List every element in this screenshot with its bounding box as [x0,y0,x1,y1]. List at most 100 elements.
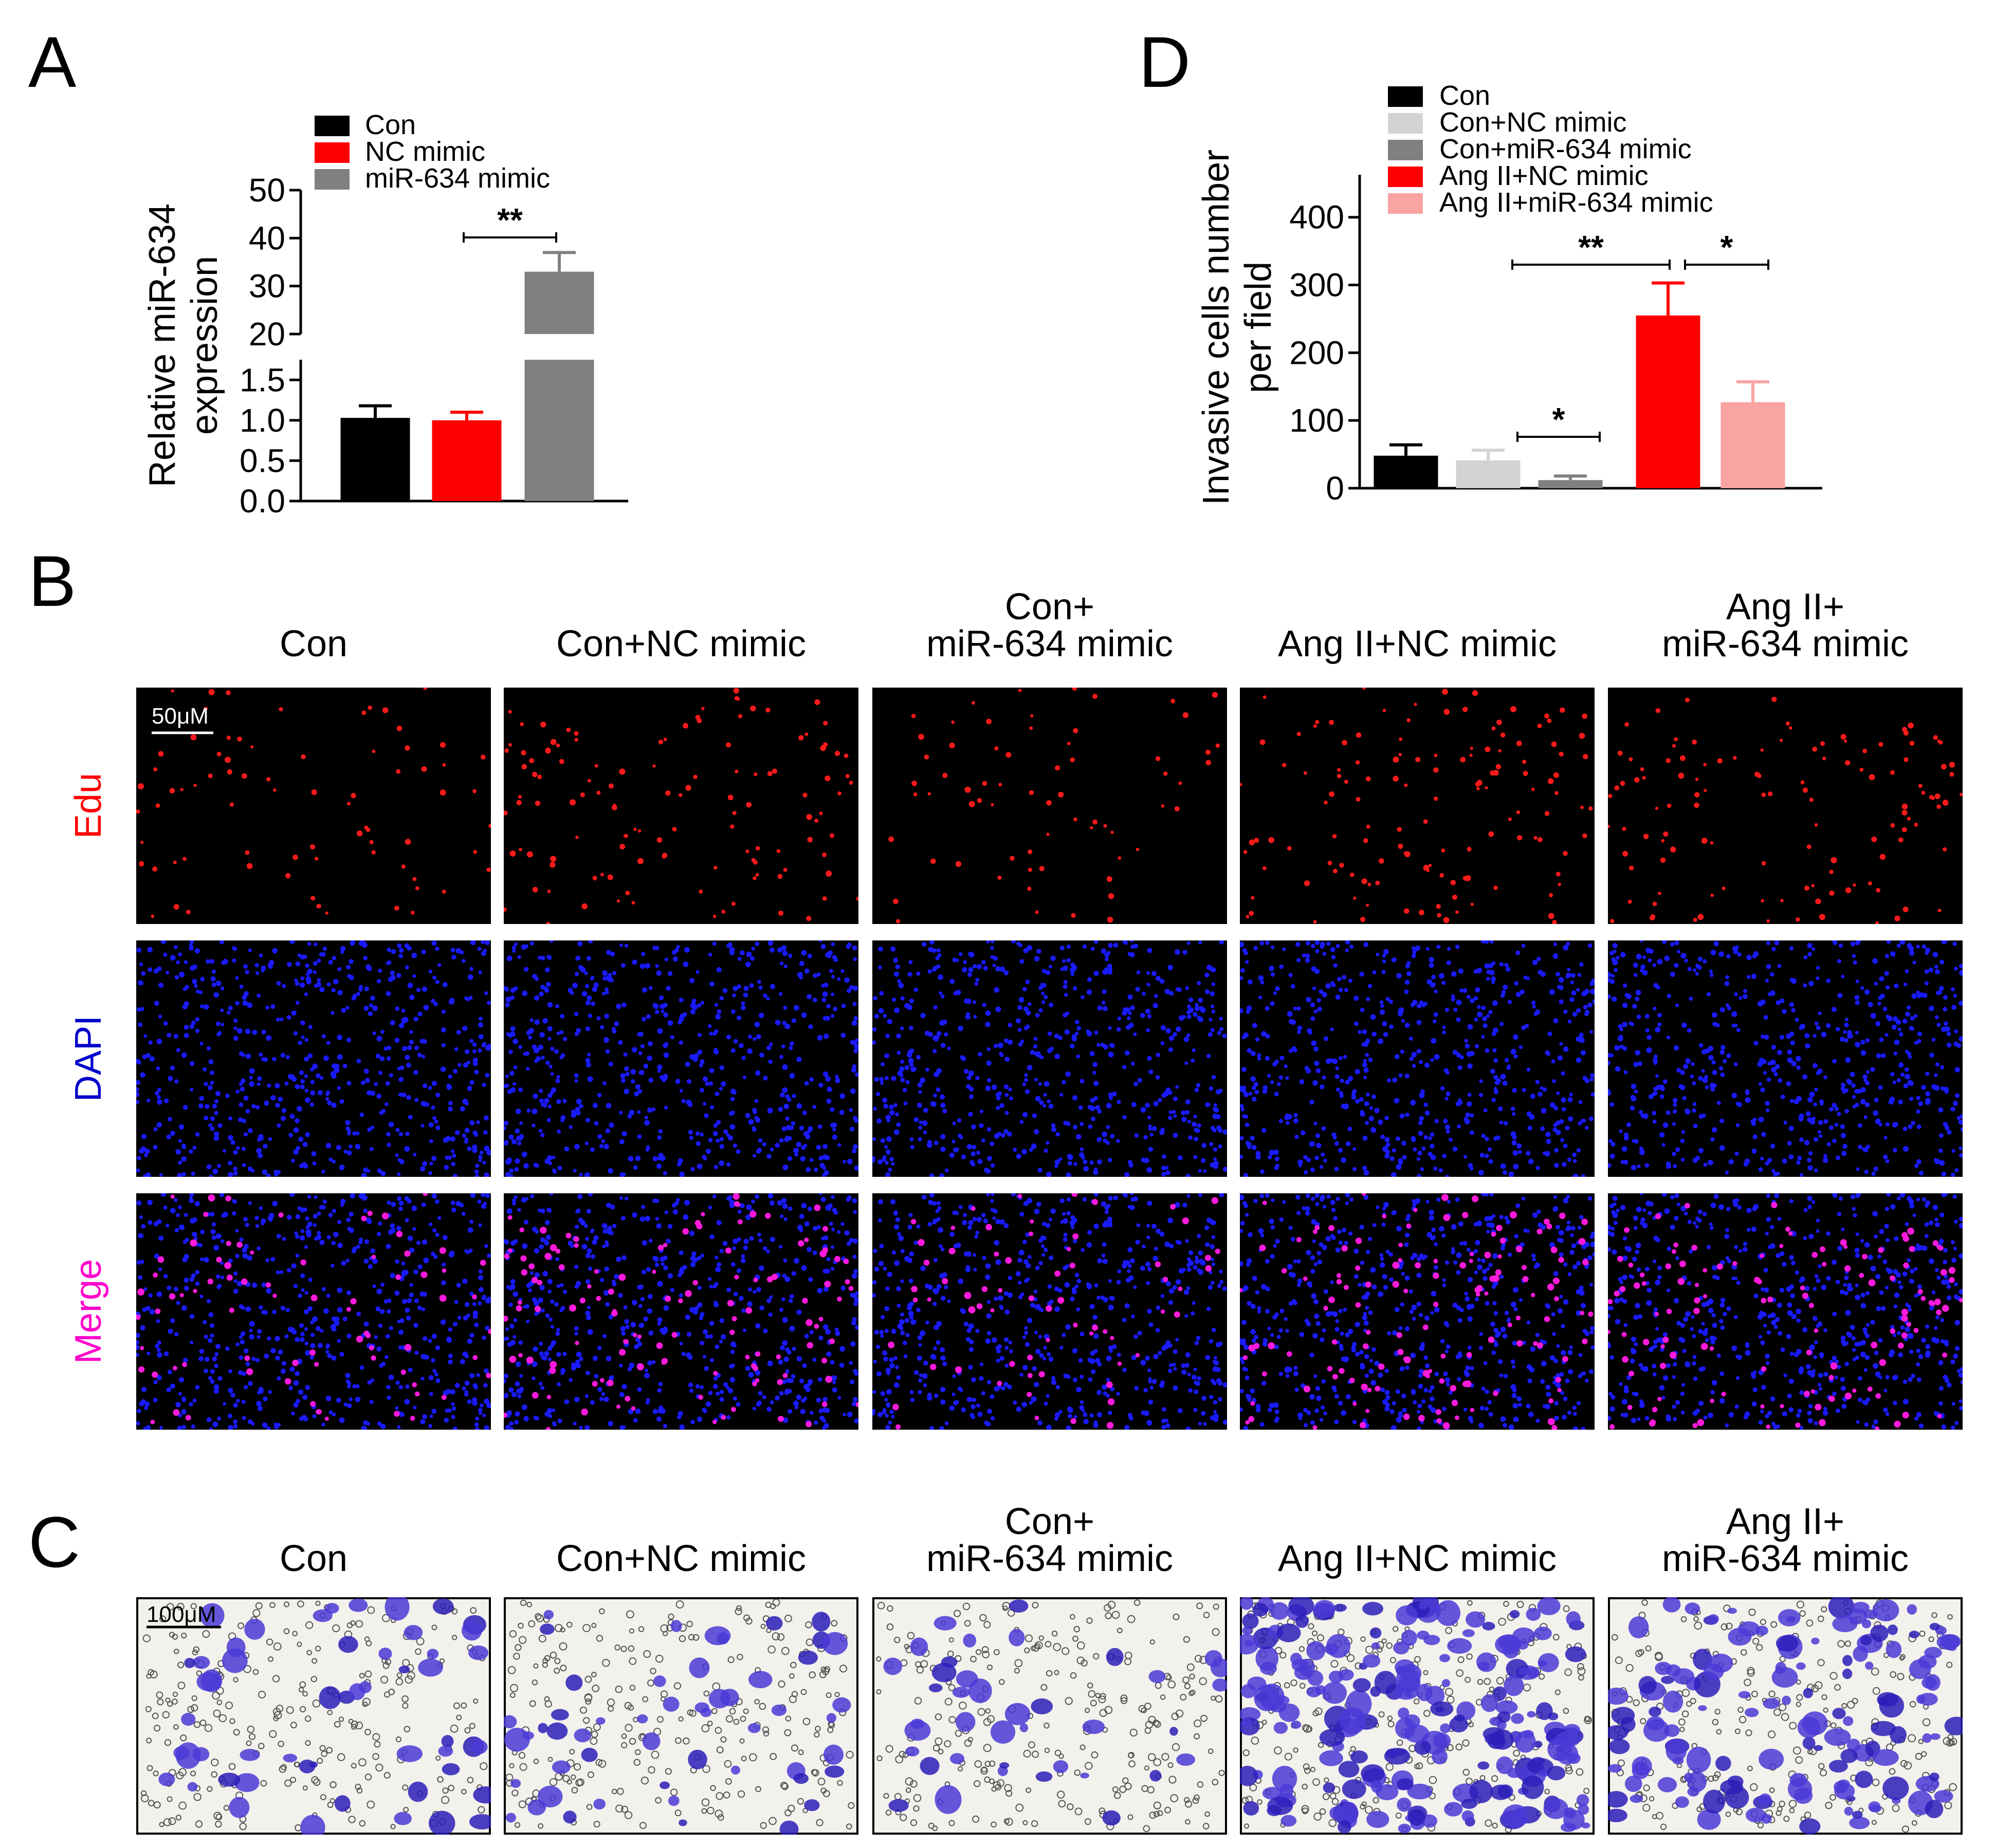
nucleus-dot [1296,732,1301,736]
nucleus-dot [439,1295,447,1302]
nucleus-dot [700,1132,704,1137]
nucleus-dot [213,1388,219,1394]
nucleus-dot [767,940,774,946]
nucleus-dot [763,1076,768,1081]
nucleus-dot [397,1158,401,1162]
nucleus-dot [763,1328,768,1334]
nucleus-dot [242,1253,248,1259]
nucleus-dot [423,1336,428,1341]
nucleus-dot [397,943,402,948]
nucleus-dot [1814,1168,1818,1173]
nucleus-dot [296,1399,300,1403]
nucleus-dot [1908,1055,1912,1059]
nucleus-dot [395,1274,401,1280]
nucleus-dot [1054,1163,1059,1168]
nucleus-dot [1323,1036,1329,1041]
legend-label: Ang II+miR-634 mimic [1439,187,1713,218]
nucleus-dot [228,1388,233,1393]
nucleus-dot [1155,1075,1160,1080]
nucleus-dot [522,1404,527,1410]
nucleus-dot [241,1147,246,1151]
nucleus-dot [741,1056,746,1060]
nucleus-dot [425,1355,430,1360]
nucleus-dot [782,1340,788,1346]
nucleus-dot [337,990,343,995]
nucleus-dot [376,1288,382,1295]
nucleus-dot [1879,854,1886,860]
nucleus-dot [713,1302,719,1308]
nucleus-dot [1359,971,1364,977]
nucleus-dot [560,1053,565,1058]
nucleus-dot [1902,1019,1908,1024]
nucleus-dot [410,1416,415,1421]
nucleus-dot [1693,917,1697,922]
nucleus-dot [1322,1075,1326,1080]
nucleus-dot [339,1165,345,1171]
nucleus-dot [312,1161,317,1166]
nucleus-dot [1941,764,1947,770]
nucleus-dot [1791,1008,1796,1013]
nucleus-dot [708,1205,712,1210]
nucleus-dot [346,1217,351,1223]
nucleus-dot [605,1302,610,1307]
nucleus-dot [184,960,188,964]
nucleus-dot [822,1397,828,1402]
nucleus-dot [198,1243,203,1247]
nucleus-dot [345,1120,351,1125]
nucleus-dot [796,1103,802,1109]
nucleus-dot [431,1156,437,1161]
nucleus-dot [891,1076,896,1081]
nucleus-dot [588,1013,593,1018]
nucleus-dot [460,1359,465,1364]
nucleus-dot [1897,1027,1901,1031]
nucleus-dot [876,1118,882,1124]
nucleus-dot [431,1081,437,1086]
nucleus-dot [1527,1125,1532,1131]
nucleus-dot [1048,1103,1054,1109]
nucleus-dot [819,811,823,816]
nucleus-dot [313,1214,318,1219]
nucleus-dot [209,1427,213,1430]
nucleus-dot [245,1028,251,1034]
nucleus-dot [688,1130,693,1135]
nucleus-dot [1362,1135,1368,1141]
nucleus-dot [1630,1105,1635,1111]
nucleus-dot [546,921,551,924]
panel-label-b: B [28,541,77,621]
micrograph-background [504,940,858,1177]
nucleus-dot [145,1306,151,1311]
nucleus-dot [1608,1089,1610,1093]
nucleus-dot [1458,968,1463,974]
nucleus-dot [719,1160,725,1166]
nucleus-dot [784,1023,791,1029]
nucleus-dot [776,849,781,853]
nucleus-dot [972,1144,977,1150]
nucleus-dot [533,1162,538,1168]
nucleus-dot [850,1379,855,1384]
nucleus-dot [270,1256,276,1262]
nucleus-dot [1705,1085,1709,1089]
nucleus-dot [1780,998,1785,1004]
nucleus-dot [1103,1044,1108,1050]
nucleus-dot [462,1133,466,1138]
y-tick-label: 0.0 [240,483,285,520]
nucleus-dot [1474,1044,1479,1049]
nucleus-dot [1185,986,1189,990]
nucleus-dot [652,1409,658,1414]
nucleus-dot [361,1215,367,1222]
nucleus-dot [474,1427,480,1430]
nucleus-dot [1837,1112,1841,1116]
nucleus-dot [1054,1054,1060,1059]
nucleus-dot [974,982,978,986]
nucleus-dot [482,1413,486,1417]
nucleus-dot [472,1314,478,1319]
panel-label-d: D [1139,22,1191,102]
nucleus-dot [532,1044,537,1049]
nucleus-dot [1878,1122,1882,1126]
nucleus-dot [873,995,877,1001]
nucleus-dot [597,1134,602,1139]
nucleus-dot [700,1087,704,1093]
nucleus-dot [837,977,841,981]
nucleus-dot [1054,1033,1059,1039]
nucleus-dot [1482,1023,1488,1028]
